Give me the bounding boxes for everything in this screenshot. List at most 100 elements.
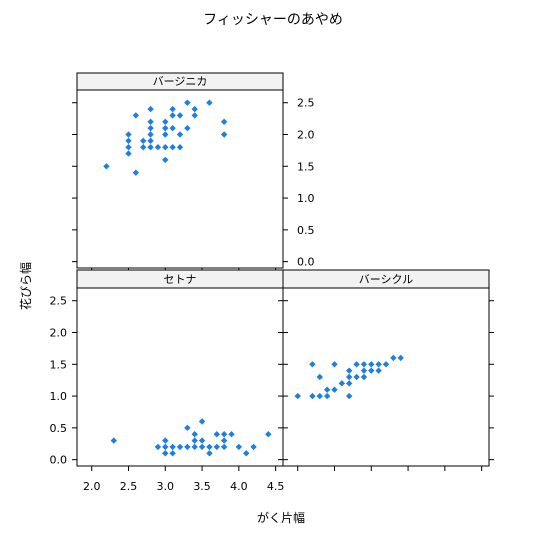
data-point: [331, 386, 338, 393]
data-point: [375, 361, 382, 368]
data-point: [132, 169, 140, 176]
y-tick-label: 1.0: [297, 192, 315, 205]
data-point: [169, 112, 176, 119]
chart-title: フィッシャーのあやめ: [203, 12, 343, 28]
data-point: [346, 380, 353, 387]
data-point: [162, 437, 169, 444]
data-point: [360, 367, 368, 374]
data-point: [191, 105, 198, 113]
y-tick-label: 0.0: [50, 454, 68, 467]
data-point: [147, 144, 154, 151]
panel-strip-label: バージニカ: [153, 75, 208, 88]
data-point: [184, 443, 191, 451]
data-point: [184, 124, 191, 132]
x-tick-label: 3.5: [193, 480, 211, 493]
data-point: [375, 367, 382, 374]
data-point: [346, 392, 353, 400]
data-point: [184, 424, 191, 432]
data-point: [125, 150, 132, 157]
data-point: [191, 443, 198, 451]
x-axis-title: がく片幅: [257, 510, 305, 525]
data-point: [220, 131, 228, 138]
panel-frame: [76, 89, 284, 269]
x-tick-label: 4.5: [267, 480, 285, 493]
data-point: [132, 112, 140, 119]
data-point: [368, 367, 375, 374]
data-point: [213, 431, 220, 438]
data-point: [243, 450, 250, 457]
data-point: [162, 124, 169, 132]
data-point: [147, 124, 154, 132]
x-tick-label: 3.0: [157, 480, 175, 493]
data-point: [250, 443, 257, 451]
data-point: [198, 418, 206, 425]
data-point: [220, 118, 228, 125]
y-tick-label: 0.5: [50, 422, 68, 435]
x-tick-label: 2.0: [83, 480, 101, 493]
data-point: [147, 131, 154, 138]
data-point: [140, 137, 147, 145]
data-point: [213, 443, 220, 451]
data-point: [169, 144, 176, 151]
data-point: [220, 437, 228, 444]
data-point: [294, 392, 301, 400]
data-point: [162, 156, 169, 164]
data-point: [235, 443, 243, 451]
data-point: [206, 443, 213, 451]
data-point: [265, 431, 272, 438]
data-point: [191, 112, 198, 119]
data-point: [346, 367, 353, 374]
data-point: [331, 361, 338, 368]
data-point: [162, 144, 169, 151]
data-point: [353, 373, 360, 381]
data-point: [154, 443, 162, 451]
data-point: [316, 392, 323, 400]
data-point: [176, 131, 184, 138]
data-point: [169, 124, 176, 132]
x-tick-label: 2.5: [120, 480, 138, 493]
data-point: [176, 443, 184, 451]
y-tick-label: 1.5: [50, 358, 68, 371]
y-tick-label: 2.0: [50, 327, 68, 340]
data-point: [169, 450, 176, 457]
data-point: [125, 131, 132, 138]
data-point: [206, 99, 213, 106]
panel: バーシクル: [278, 269, 494, 471]
data-point: [198, 443, 206, 451]
y-tick-label: 0.0: [297, 256, 315, 269]
panel-strip-label: セトナ: [164, 273, 197, 286]
data-point: [390, 354, 397, 362]
panels: バージニカ 0.0 0.5 1.0 1.5 2.0 2.5 セトナ 2.0 2.5 3.0 3.5 4.…: [50, 72, 494, 493]
data-point: [191, 437, 198, 444]
data-point: [147, 118, 154, 125]
data-point: [169, 443, 176, 451]
y-axis-title: 花びら幅: [18, 262, 33, 310]
panel: セトナ 2.0 2.5 3.0 3.5 4.0 4.5 0.0 0.5 1.0 1.5 2.0 2.5: [50, 269, 288, 493]
y-tick-label: 1.5: [297, 160, 315, 173]
panel-frame: [282, 287, 490, 467]
data-point: [162, 131, 169, 138]
data-point: [110, 437, 117, 444]
data-point: [198, 437, 206, 444]
data-point: [309, 392, 316, 400]
data-point: [176, 112, 184, 119]
data-point: [206, 450, 213, 457]
data-point: [184, 99, 191, 106]
data-point: [323, 392, 331, 400]
data-point: [338, 380, 346, 387]
panel-frame: [76, 287, 284, 467]
x-tick-label: 4.0: [230, 480, 248, 493]
y-tick-label: 0.5: [297, 224, 315, 237]
data-point: [125, 137, 132, 145]
data-point: [125, 144, 132, 151]
panel: バージニカ 0.0 0.5 1.0 1.5 2.0 2.5: [72, 72, 315, 273]
data-point: [360, 373, 368, 381]
data-point: [147, 105, 154, 113]
data-point: [346, 373, 353, 381]
data-point: [162, 443, 169, 451]
data-point: [382, 361, 390, 368]
data-point: [191, 431, 198, 438]
data-point: [162, 450, 169, 457]
data-point: [140, 144, 147, 151]
